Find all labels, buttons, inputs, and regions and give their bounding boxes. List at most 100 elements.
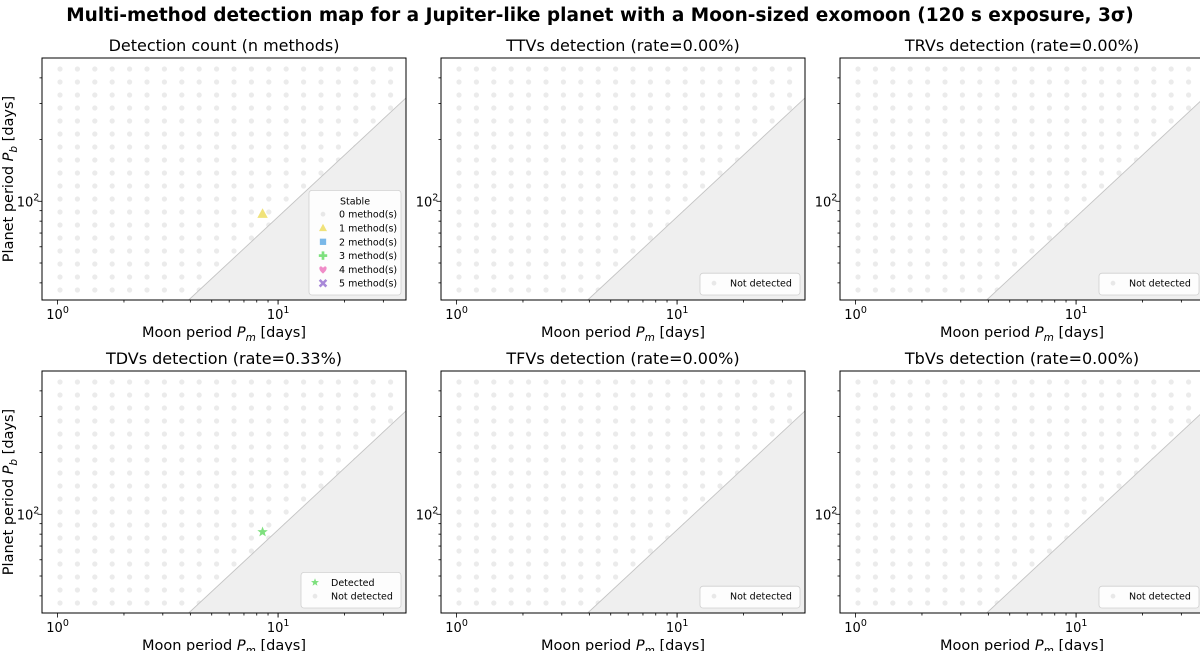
grid-point: [456, 457, 462, 463]
grid-point: [353, 431, 359, 437]
grid-point: [682, 79, 688, 85]
grid-point: [127, 522, 133, 528]
grid-point: [925, 235, 931, 241]
grid-point: [1046, 548, 1052, 554]
grid-point: [231, 66, 237, 72]
grid-point: [266, 418, 272, 424]
grid-point: [578, 209, 584, 215]
tick-exponent: 0: [462, 305, 468, 316]
grid-point: [473, 483, 479, 489]
grid-point: [855, 392, 861, 398]
grid-point: [57, 196, 63, 202]
grid-point: [526, 144, 532, 150]
grid-point: [74, 248, 80, 254]
grid-point: [700, 79, 706, 85]
grid-point: [700, 483, 706, 489]
grid-point: [1099, 444, 1105, 450]
grid-point: [473, 522, 479, 528]
grid-point: [630, 418, 636, 424]
grid-point: [179, 105, 185, 111]
grid-point: [959, 509, 966, 515]
grid-point: [907, 196, 913, 202]
grid-point: [74, 405, 80, 411]
grid-point: [855, 379, 861, 385]
grid-point: [734, 379, 741, 385]
grid-point: [855, 261, 861, 267]
grid-point: [127, 157, 133, 163]
grid-point: [491, 222, 497, 228]
grid-point: [74, 287, 80, 293]
grid-point: [717, 170, 723, 176]
label-subscript: m: [246, 645, 256, 651]
grid-point: [179, 261, 185, 267]
grid-point: [907, 548, 913, 554]
grid-point: [508, 248, 514, 254]
grid-point: [335, 405, 341, 411]
grid-point: [57, 509, 63, 515]
grid-point: [942, 235, 948, 241]
grid-point: [613, 170, 619, 176]
grid-point: [1133, 66, 1139, 72]
plus-bar-v: [321, 251, 325, 260]
grid-point: [266, 118, 272, 124]
grid-point: [248, 66, 254, 72]
grid-point: [595, 235, 601, 241]
grid-point: [578, 79, 584, 85]
grid-point: [231, 170, 237, 176]
grid-point: [231, 444, 237, 450]
grid-point: [977, 222, 983, 228]
grid-point: [630, 92, 636, 98]
grid-point: [508, 431, 514, 437]
grid-point: [872, 483, 879, 489]
grid-point: [92, 261, 98, 267]
grid-point: [161, 183, 167, 189]
grid-point: [595, 405, 601, 411]
grid-point: [700, 131, 706, 137]
grid-point: [1029, 105, 1035, 111]
grid-point: [74, 587, 80, 593]
grid-point: [595, 418, 601, 424]
grid-point: [890, 287, 896, 293]
grid-point: [560, 105, 567, 111]
grid-point: [508, 418, 514, 424]
x-stroke-2: [318, 278, 328, 288]
grid-point: [769, 379, 775, 385]
grid-point: [855, 483, 861, 489]
grid-point: [179, 418, 185, 424]
grid-point: [526, 431, 532, 437]
grid-point: [144, 574, 150, 580]
grid-point: [508, 444, 514, 450]
grid-point: [578, 444, 584, 450]
grid-point: [508, 209, 514, 215]
grid-point: [1133, 418, 1139, 424]
grid-point: [994, 209, 1000, 215]
grid-point: [543, 496, 549, 502]
grid-point: [717, 444, 723, 450]
grid-point: [872, 470, 879, 476]
grid-point: [74, 92, 80, 98]
grid-point: [57, 105, 63, 111]
grid-point: [543, 170, 549, 176]
grid-point: [595, 535, 601, 541]
grid-point: [92, 483, 98, 489]
grid-point: [144, 522, 150, 528]
grid-point: [473, 183, 479, 189]
grid-point: [630, 196, 636, 202]
grid-point: [717, 157, 723, 163]
grid-point: [57, 66, 63, 72]
grid-point: [890, 535, 896, 541]
grid-point: [890, 431, 896, 437]
grid-point: [214, 548, 220, 554]
grid-point: [890, 118, 896, 124]
grid-point: [942, 261, 948, 267]
grid-point: [700, 379, 706, 385]
grid-point: [977, 144, 983, 150]
plot-area: [456, 379, 805, 613]
label-part: Moon period: [940, 325, 1035, 341]
grid-point: [872, 444, 879, 450]
grid-point: [925, 600, 931, 606]
grid-point: [560, 535, 567, 541]
grid-point: [196, 274, 202, 280]
